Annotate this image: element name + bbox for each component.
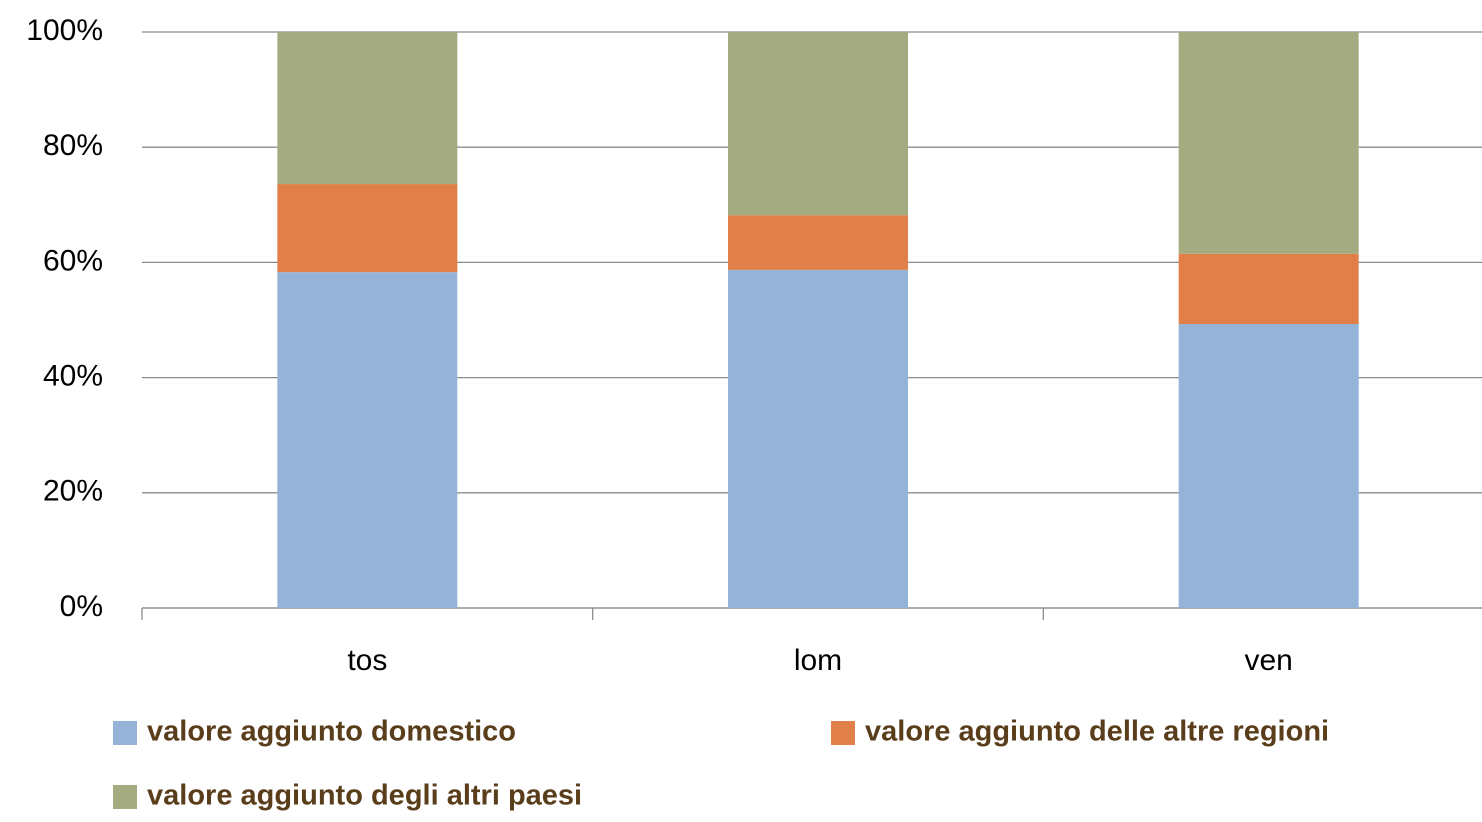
- y-tick-label: 40%: [43, 360, 103, 393]
- bar-segment: [277, 32, 458, 185]
- bar-segment: [1178, 253, 1359, 325]
- bar-segment: [1178, 32, 1359, 254]
- legend-swatch: [113, 721, 137, 745]
- bar-segment: [728, 215, 908, 270]
- legend-swatch: [113, 785, 137, 809]
- x-tick-label: tos: [347, 644, 387, 677]
- bar-segment: [277, 184, 458, 273]
- legend-label: valore aggiunto degli altri paesi: [147, 780, 582, 812]
- y-tick-label: 20%: [43, 475, 103, 508]
- x-tick-label: lom: [794, 644, 842, 677]
- y-tick-label: 80%: [43, 129, 103, 162]
- bar-segment: [728, 32, 908, 216]
- y-tick-label: 0%: [60, 590, 103, 623]
- bar-segment: [1178, 324, 1359, 608]
- y-tick-label: 100%: [26, 14, 103, 47]
- x-tick-label: ven: [1244, 644, 1292, 677]
- bar-segment: [277, 272, 458, 608]
- legend-label: valore aggiunto domestico: [147, 716, 516, 748]
- legend-swatch: [831, 721, 855, 745]
- bar-segment: [728, 269, 908, 608]
- y-tick-label: 60%: [43, 244, 103, 277]
- legend-label: valore aggiunto delle altre regioni: [865, 716, 1329, 748]
